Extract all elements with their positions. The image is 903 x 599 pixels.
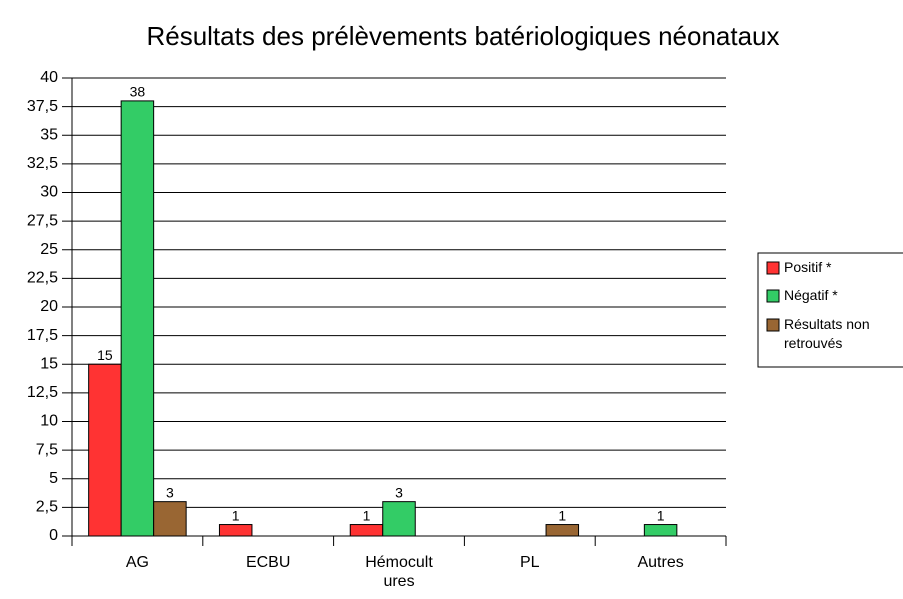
y-tick-label: 25 xyxy=(40,241,58,258)
data-label: 15 xyxy=(97,347,113,363)
y-tick-label: 15 xyxy=(40,355,58,372)
x-tick-label: ECBU xyxy=(245,554,291,571)
data-label: 3 xyxy=(395,484,403,500)
bar xyxy=(153,501,187,537)
y-tick-label: 2,5 xyxy=(36,499,58,516)
x-tick-label: AG xyxy=(125,554,149,571)
data-label: 1 xyxy=(657,507,665,523)
bar xyxy=(349,524,384,537)
legend-label: Négatif * xyxy=(784,287,838,303)
y-tick-label: 37,5 xyxy=(27,98,58,115)
legend-box xyxy=(757,252,903,368)
chart-title: Résultats des prélèvements batériologiqu… xyxy=(146,21,779,51)
x-tick-label: PL xyxy=(520,554,540,571)
y-tick-label: 35 xyxy=(40,126,58,143)
y-tick-label: 12,5 xyxy=(27,384,58,401)
y-tick-label: 7,5 xyxy=(36,441,58,458)
bar xyxy=(643,524,678,537)
bar xyxy=(545,524,580,537)
bar xyxy=(218,524,253,537)
data-label: 1 xyxy=(558,507,566,523)
y-tick-label: 22,5 xyxy=(27,270,58,287)
y-tick-label: 32,5 xyxy=(27,155,58,172)
y-tick-label: 30 xyxy=(40,184,58,201)
data-label: 3 xyxy=(166,484,174,500)
y-tick-label: 17,5 xyxy=(27,327,58,344)
legend-label: Résultats non retrouvés xyxy=(784,316,870,351)
data-label: 1 xyxy=(232,507,240,523)
data-label: 38 xyxy=(130,84,146,100)
x-tick-label: Autres xyxy=(637,554,684,571)
bar xyxy=(382,501,416,537)
y-tick-label: 20 xyxy=(40,298,58,315)
y-tick-label: 10 xyxy=(40,413,58,430)
y-tick-label: 0 xyxy=(49,527,58,544)
legend-swatch xyxy=(766,289,780,303)
bar xyxy=(120,100,155,537)
legend-swatch xyxy=(766,318,780,332)
bar xyxy=(88,363,122,537)
legend-swatch xyxy=(766,261,780,275)
x-tick-label: Hémocultures xyxy=(365,554,433,590)
y-tick-label: 40 xyxy=(40,69,58,86)
data-label: 1 xyxy=(363,507,371,523)
legend-label: Positif * xyxy=(784,259,832,275)
y-tick-label: 27,5 xyxy=(27,212,58,229)
y-tick-label: 5 xyxy=(49,470,58,487)
